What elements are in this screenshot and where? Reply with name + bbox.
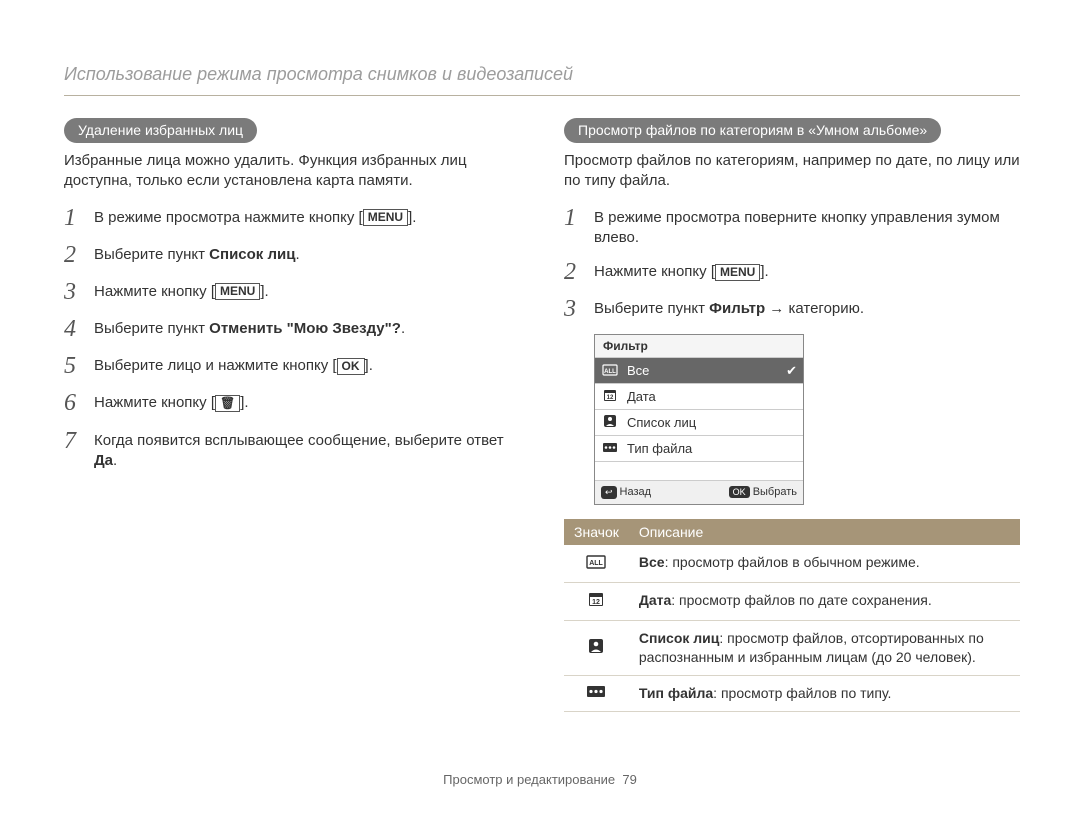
- page-title: Использование режима просмотра снимков и…: [64, 64, 1020, 96]
- step-text: Выберите пункт Отменить "Мою Звезду"?.: [94, 317, 520, 339]
- section-heading-right: Просмотр файлов по категориям в «Умном а…: [564, 118, 941, 143]
- intro-right: Просмотр файлов по категориям, например …: [564, 151, 1020, 192]
- step-number: 6: [64, 391, 94, 416]
- filter-item-label: Тип файла: [627, 441, 692, 456]
- filter-item-face[interactable]: Список лиц: [595, 410, 803, 436]
- table-row: Тип файла: просмотр файлов по типу.: [564, 675, 1020, 711]
- step-4: 4 Выберите пункт Отменить "Мою Звезду"?.: [64, 317, 520, 342]
- row-desc: Список лиц: просмотр файлов, отсортирова…: [629, 621, 1020, 676]
- svg-text:12: 12: [607, 395, 614, 401]
- face-icon: [587, 637, 605, 655]
- step-number: 4: [64, 317, 94, 342]
- step-r3: 3 Выберите пункт Фильтр → категорию.: [564, 297, 1020, 322]
- step-text: Нажмите кнопку [MENU].: [594, 260, 1020, 282]
- footer-select: OKВыбрать: [729, 486, 797, 499]
- all-icon: ALL: [601, 362, 619, 379]
- step-number: 2: [564, 260, 594, 285]
- filter-item-label: Все: [627, 363, 649, 378]
- filter-item-type[interactable]: Тип файла: [595, 436, 803, 462]
- step-number: 5: [64, 354, 94, 379]
- right-column: Просмотр файлов по категориям в «Умном а…: [564, 118, 1020, 712]
- table-row: Список лиц: просмотр файлов, отсортирова…: [564, 621, 1020, 676]
- step-number: 3: [64, 280, 94, 305]
- filter-item-label: Список лиц: [627, 415, 696, 430]
- filter-panel-footer: ↩Назад OKВыбрать: [595, 480, 803, 504]
- filter-item-label: Дата: [627, 389, 656, 404]
- footer-back: ↩Назад: [601, 486, 651, 499]
- manual-page: Использование режима просмотра снимков и…: [0, 0, 1080, 712]
- step-6: 6 Нажмите кнопку [🗑].: [64, 391, 520, 416]
- trash-icon: 🗑: [215, 395, 240, 412]
- all-icon: ALL: [586, 553, 606, 569]
- calendar-icon: 12: [587, 591, 605, 607]
- step-r2: 2 Нажмите кнопку [MENU].: [564, 260, 1020, 285]
- step-text: Когда появится всплывающее сообщение, вы…: [94, 429, 520, 472]
- col-icon: Значок: [564, 519, 629, 545]
- left-column: Удаление избранных лиц Избранные лица мо…: [64, 118, 520, 712]
- step-number: 7: [64, 429, 94, 454]
- col-desc: Описание: [629, 519, 1020, 545]
- step-5: 5 Выберите лицо и нажмите кнопку [OK].: [64, 354, 520, 379]
- check-icon: ✔: [786, 363, 797, 379]
- intro-left: Избранные лица можно удалить. Функция из…: [64, 151, 520, 192]
- filter-item-all[interactable]: ALL Все ✔: [595, 358, 803, 384]
- step-text: Выберите пункт Список лиц.: [94, 243, 520, 265]
- svg-text:12: 12: [593, 599, 601, 606]
- svg-text:ALL: ALL: [604, 369, 616, 375]
- step-text: Выберите лицо и нажмите кнопку [OK].: [94, 354, 520, 376]
- section-heading-left: Удаление избранных лиц: [64, 118, 257, 143]
- filetype-icon: [601, 440, 619, 457]
- step-text: Выберите пункт Фильтр → категорию.: [594, 297, 1020, 319]
- row-desc: Дата: просмотр файлов по дате сохранения…: [629, 583, 1020, 621]
- step-r1: 1 В режиме просмотра поверните кнопку уп…: [564, 206, 1020, 249]
- two-column-layout: Удаление избранных лиц Избранные лица мо…: [64, 118, 1020, 712]
- step-text: Нажмите кнопку [MENU].: [94, 280, 520, 302]
- step-1: 1 В режиме просмотра нажмите кнопку [MEN…: [64, 206, 520, 231]
- ok-button-icon: OK: [337, 358, 365, 375]
- row-desc: Все: просмотр файлов в обычном режиме.: [629, 545, 1020, 582]
- step-text: В режиме просмотра поверните кнопку упра…: [594, 206, 1020, 249]
- menu-button-icon: MENU: [715, 264, 760, 281]
- row-desc: Тип файла: просмотр файлов по типу.: [629, 675, 1020, 711]
- step-7: 7 Когда появится всплывающее сообщение, …: [64, 429, 520, 472]
- face-icon: [601, 414, 619, 431]
- table-header-row: Значок Описание: [564, 519, 1020, 545]
- step-3: 3 Нажмите кнопку [MENU].: [64, 280, 520, 305]
- menu-button-icon: MENU: [363, 209, 408, 226]
- description-table: Значок Описание ALL Все: просмотр файлов…: [564, 519, 1020, 711]
- filter-item-date[interactable]: 12 Дата: [595, 384, 803, 410]
- filter-panel: Фильтр ALL Все ✔ 12 Дата Список лиц Тип …: [594, 334, 804, 505]
- calendar-icon: 12: [601, 388, 619, 405]
- step-text: В режиме просмотра нажмите кнопку [MENU]…: [94, 206, 520, 228]
- step-text: Нажмите кнопку [🗑].: [94, 391, 520, 413]
- menu-button-icon: MENU: [215, 283, 260, 300]
- step-number: 2: [64, 243, 94, 268]
- step-2: 2 Выберите пункт Список лиц.: [64, 243, 520, 268]
- table-row: 12 Дата: просмотр файлов по дате сохране…: [564, 583, 1020, 621]
- step-number: 3: [564, 297, 594, 322]
- step-number: 1: [564, 206, 594, 231]
- table-row: ALL Все: просмотр файлов в обычном режим…: [564, 545, 1020, 582]
- step-number: 1: [64, 206, 94, 231]
- filter-panel-title: Фильтр: [595, 335, 803, 358]
- filetype-icon: [586, 684, 606, 698]
- svg-text:ALL: ALL: [590, 560, 604, 567]
- page-footer: Просмотр и редактирование 79: [0, 772, 1080, 787]
